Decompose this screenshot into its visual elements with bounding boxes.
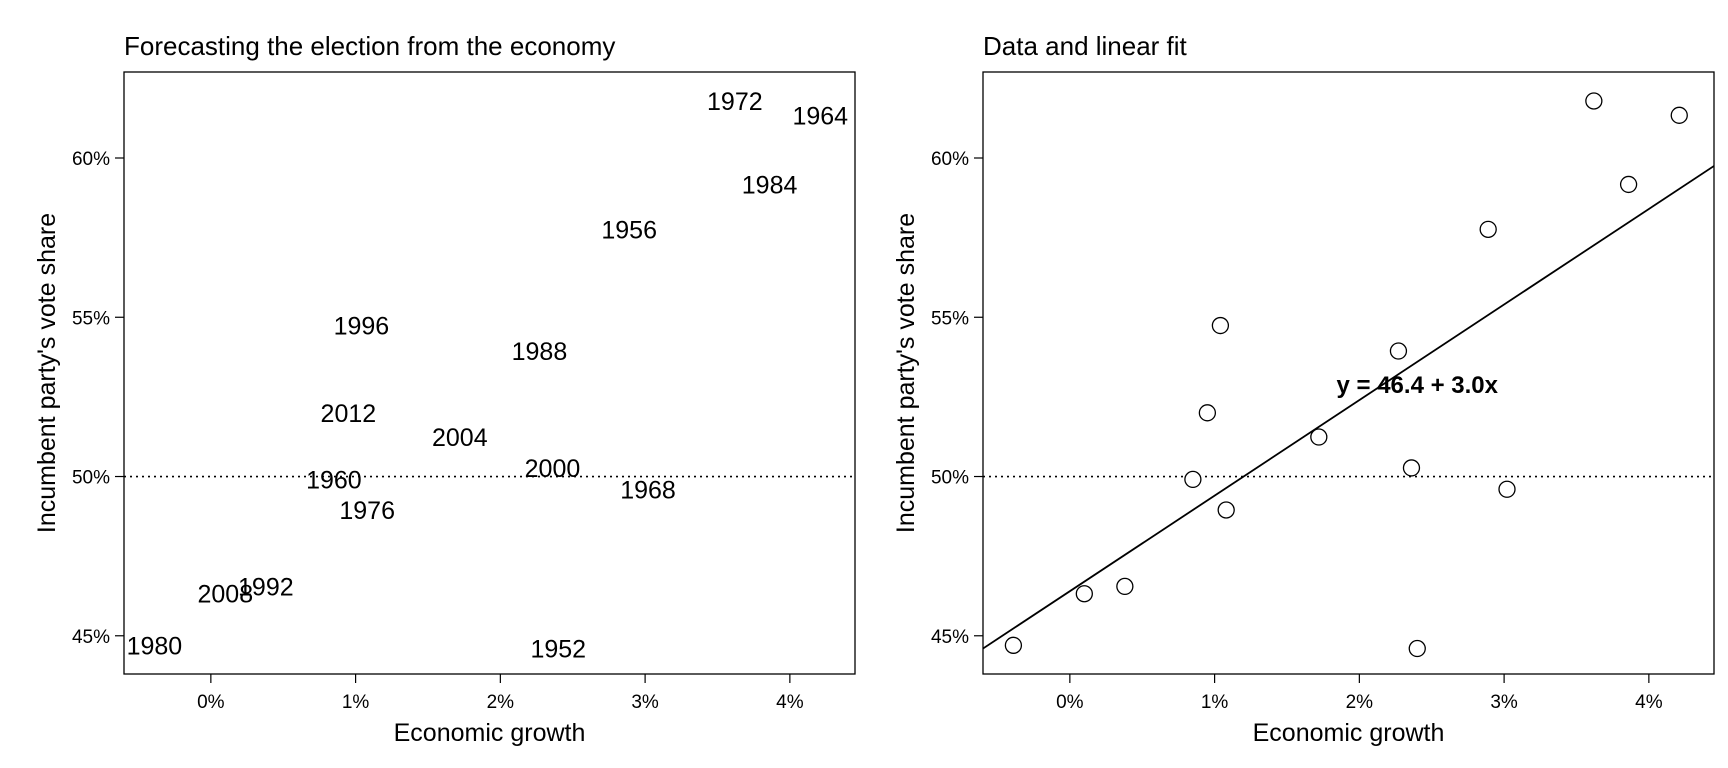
data-point	[1184, 470, 1202, 489]
data-point-label: 1964	[792, 102, 848, 130]
data-point-label: 1976	[339, 497, 395, 525]
data-point	[1619, 175, 1638, 194]
y-axis-label: Incumbent party's vote share	[892, 213, 920, 533]
x-axis-label: Economic growth	[394, 719, 586, 747]
y-tick-label: 50%	[931, 468, 969, 489]
data-point-label: 1956	[601, 216, 657, 244]
data-point	[1585, 92, 1603, 110]
data-point-label: 1972	[707, 88, 763, 116]
x-tick-label: 3%	[631, 692, 659, 713]
x-tick-label: 4%	[776, 692, 804, 713]
data-point	[1479, 220, 1497, 238]
y-tick-label: 55%	[931, 308, 969, 329]
data-point-label: 2000	[525, 455, 581, 483]
data-point-label: 1980	[127, 632, 183, 660]
y-tick-label: 50%	[72, 468, 110, 489]
data-point	[1116, 577, 1134, 596]
data-point-label: 1988	[512, 338, 568, 366]
x-tick-label: 0%	[197, 692, 225, 713]
y-axis-label: Incumbent party's vote share	[33, 213, 61, 533]
plot-area: y = 46.4 + 3.0x	[983, 92, 1714, 658]
x-axis-label: Economic growth	[1253, 719, 1445, 747]
data-point	[1310, 428, 1328, 446]
regression-line	[983, 165, 1714, 650]
data-point	[1389, 342, 1408, 360]
fit-equation-label: y = 46.4 + 3.0x	[1337, 372, 1499, 399]
data-point	[1211, 316, 1230, 335]
data-point-label: 2004	[432, 424, 488, 452]
data-point-label: 1996	[334, 313, 390, 341]
right-panel-linear-fit: Data and linear fit 0% 1% 2% 3% 4% 45% 50% 55% 60…	[892, 31, 1715, 747]
y-tick-label: 55%	[72, 308, 110, 329]
x-tick-label: 3%	[1490, 692, 1518, 713]
x-tick-label: 2%	[1346, 692, 1374, 713]
data-point-label: 2008	[198, 581, 254, 609]
y-tick-label: 45%	[72, 627, 110, 648]
plot-area: 1952 1956 1960 1964 1968 1972 1976 1980 1984 1988…	[124, 88, 855, 664]
data-point	[1217, 501, 1235, 519]
data-point	[1198, 404, 1217, 422]
data-point-label: 1952	[530, 636, 586, 664]
data-point	[1075, 585, 1093, 603]
data-point	[1670, 106, 1688, 124]
x-tick-label: 1%	[342, 692, 370, 713]
left-panel-forecast: Forecasting the election from the econom…	[33, 31, 856, 747]
y-tick-label: 60%	[72, 149, 110, 170]
data-point	[1498, 480, 1516, 498]
x-tick-label: 2%	[487, 692, 515, 713]
y-tick-label: 45%	[931, 627, 969, 648]
data-point-label: 1984	[742, 171, 798, 199]
data-point-label: 1968	[620, 476, 676, 504]
data-point	[1408, 639, 1426, 658]
data-point-label: 1960	[306, 466, 362, 494]
data-point	[1402, 459, 1421, 477]
y-tick-label: 60%	[931, 149, 969, 170]
x-tick-label: 4%	[1635, 692, 1663, 713]
chart-title: Forecasting the election from the econom…	[124, 31, 615, 61]
data-point	[1004, 636, 1023, 654]
x-tick-label: 1%	[1201, 692, 1229, 713]
plot-frame	[982, 71, 1715, 675]
chart-title: Data and linear fit	[983, 31, 1188, 61]
plot-frame	[123, 71, 856, 675]
data-point-label: 2012	[321, 400, 377, 428]
x-tick-label: 0%	[1056, 692, 1084, 713]
data-point-label: 1992	[238, 573, 294, 601]
